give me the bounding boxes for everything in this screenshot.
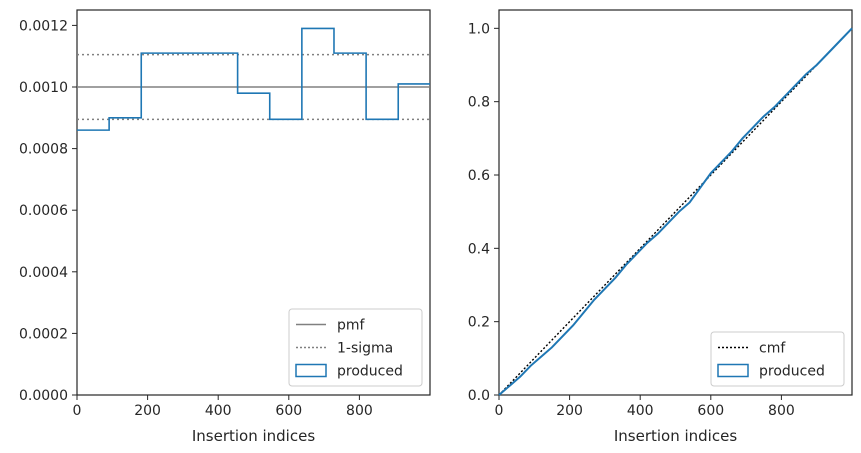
y-tick-label: 1.0 [468,21,490,37]
y-tick-label: 0.0010 [19,80,68,96]
x-tick-label: 800 [346,403,373,419]
legend-frame [710,331,845,387]
y-tick-label: 0.0 [468,388,490,404]
y-tick-label: 0.8 [468,95,490,111]
y-tick-label: 0.4 [468,241,490,257]
produced-step [77,27,430,131]
y-tick-label: 0.0008 [19,142,68,158]
legend-handle-patch [717,363,749,378]
legend: cmf produced [710,331,845,387]
legend: pmf 1-sigma produced [288,308,423,387]
x-tick-label: 400 [205,403,232,419]
chart-1: 0 200 400 600 800 0.0000 0.0002 0.0004 0.0006 0.0… [19,9,431,445]
x-tick-label: 200 [556,403,583,419]
chart-2: 0 200 400 600 800 0.0 0.2 0.4 0.6 0.8 1.0 Insertion… [468,9,853,445]
legend-handle-patch [295,363,327,378]
x-tick-label: 600 [275,403,302,419]
plot-area [498,9,853,396]
x-tick-label: 0 [495,403,504,419]
legend-label: produced [759,364,825,380]
x-tick-label: 800 [768,403,795,419]
legend-label: produced [337,364,403,380]
legend-frame [288,308,423,387]
x-axis-label: Insertion indices [614,427,737,445]
x-tick-label: 400 [627,403,654,419]
legend-label: pmf [337,318,366,334]
x-tick-label: 0 [73,403,82,419]
y-tick-label: 0.0006 [19,203,68,219]
x-axis-label: Insertion indices [192,427,315,445]
y-tick-label: 0.2 [468,315,490,331]
y-tick-label: 0.6 [468,168,490,184]
y-tick-label: 0.0004 [19,265,68,281]
y-tick-label: 0.0002 [19,326,68,342]
legend-label: cmf [759,341,786,357]
legend-label: 1-sigma [337,341,393,357]
x-tick-label: 600 [697,403,724,419]
y-tick-label: 0.0012 [19,18,68,34]
x-tick-label: 200 [134,403,161,419]
y-tick-label: 0.0000 [19,388,68,404]
produced-line [498,27,853,396]
cmf-line [498,27,853,396]
